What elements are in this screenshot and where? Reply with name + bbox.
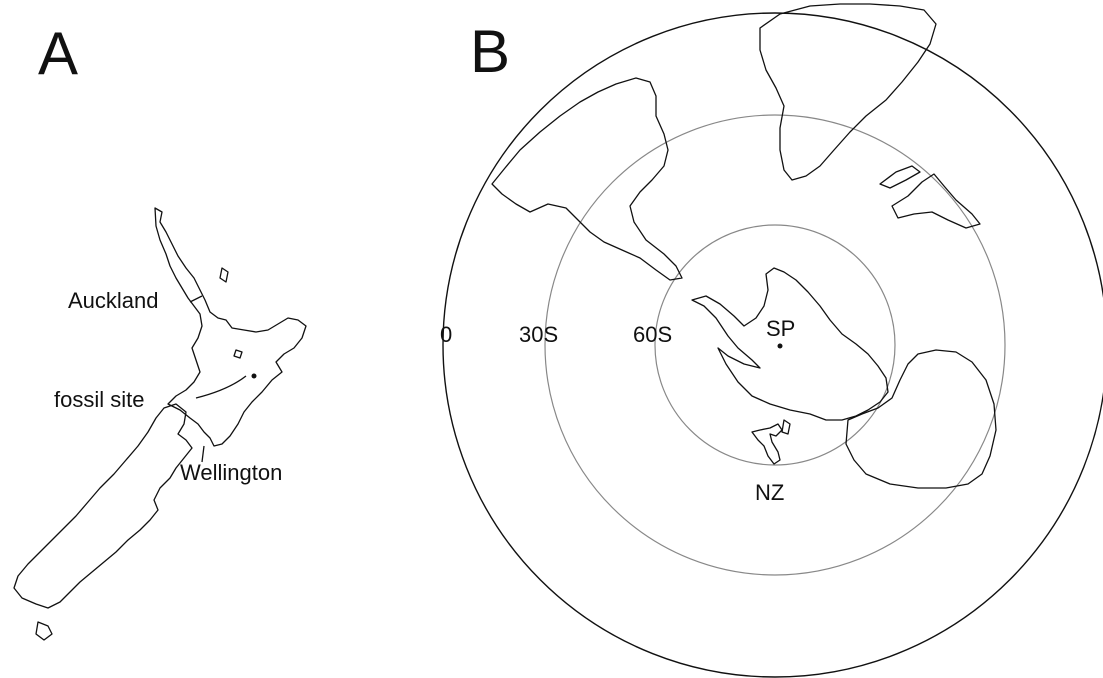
- panel-b-letter: B: [470, 18, 511, 85]
- latitude-circle-60s: [654, 224, 896, 466]
- island-outline: [233, 349, 243, 359]
- panel-a-letter: A: [38, 20, 79, 87]
- latitude-label-60s: 60S: [633, 322, 673, 347]
- fossil-site-label: fossil site: [54, 387, 145, 412]
- north-island-outline: [154, 207, 307, 447]
- landmass-australia: [845, 349, 997, 489]
- landmass-madagascar: [891, 173, 981, 229]
- landmass-africa: [759, 3, 937, 181]
- auckland-label: Auckland: [68, 288, 159, 313]
- landmass-antarctica: [691, 267, 889, 421]
- nz-label: NZ: [755, 480, 785, 505]
- fossil-site-leader: [195, 375, 247, 399]
- landmass-new-zealand-north: [781, 419, 791, 435]
- landmass-new-zealand: [751, 423, 783, 465]
- fossil-site-marker: [251, 373, 257, 379]
- polar-projection: [442, 3, 1103, 678]
- landmass-south-america: [491, 77, 683, 281]
- landmass-island: [879, 165, 921, 189]
- stewart-island-outline: [35, 621, 53, 641]
- south-island-outline: [13, 403, 193, 609]
- south-pole-label: SP: [766, 316, 796, 341]
- auckland-leader: [189, 295, 203, 303]
- latitude-label-0: 0: [440, 322, 453, 347]
- wellington-label: Wellington: [180, 460, 283, 485]
- latitude-circle-0: [442, 12, 1103, 678]
- latitude-label-30s: 30S: [519, 322, 559, 347]
- island-outline: [219, 267, 229, 283]
- latitude-circle-30s: [544, 114, 1006, 576]
- wellington-leader: [201, 445, 205, 463]
- south-pole-marker: [777, 343, 783, 349]
